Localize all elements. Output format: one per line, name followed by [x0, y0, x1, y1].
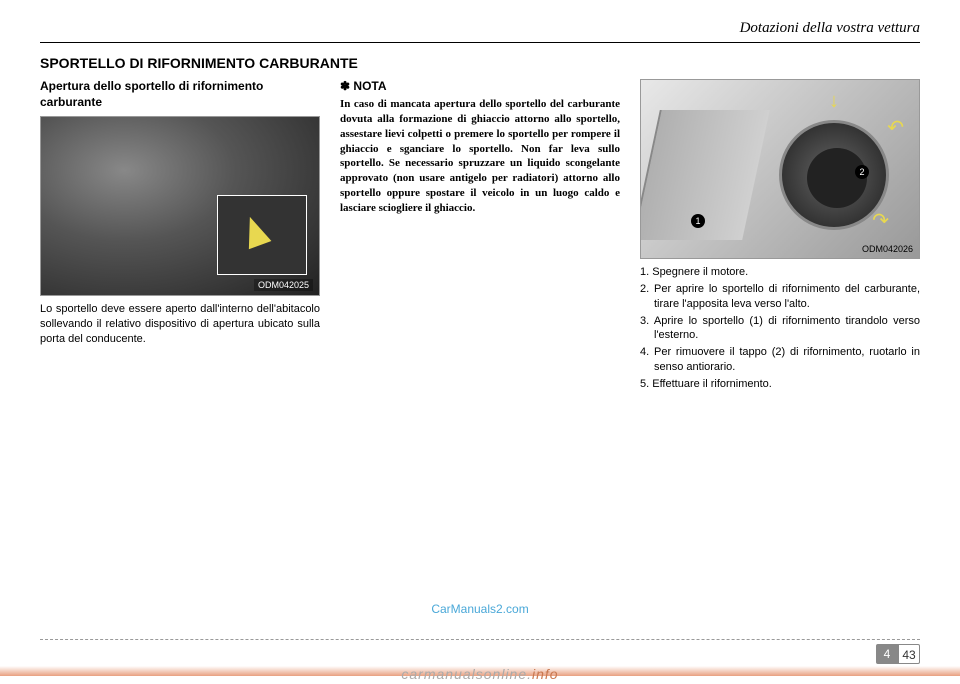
nota-label-text: NOTA	[353, 79, 386, 93]
nota-heading: ✽ NOTA	[340, 79, 620, 93]
figure-2: 1 2 ↓ ↶ ↷ ODM042026	[640, 79, 920, 259]
step-2: 2. Per aprire lo sportello di rifornimen…	[640, 282, 920, 312]
chapter-header: Dotazioni della vostra vettura	[40, 20, 920, 43]
bottom-watermark-info: info	[532, 666, 559, 682]
figure-2-caption: ODM042026	[862, 244, 913, 254]
col1-text: Lo sportello deve essere aperto dall'int…	[40, 302, 320, 347]
column-1: Apertura dello sportello di rifornimento…	[40, 79, 320, 394]
col1-subheading: Apertura dello sportello di rifornimento…	[40, 79, 320, 110]
bottom-watermark: carmanualsonline.info	[0, 666, 960, 676]
step-4: 4. Per rimuovere il tappo (2) di riforni…	[640, 345, 920, 375]
lever-arrow-icon	[239, 213, 272, 249]
arrow-icon: ↷	[872, 208, 889, 233]
page-number-value: 43	[898, 644, 920, 664]
nota-symbol: ✽	[340, 79, 350, 93]
step-5: 5. Effettuare il rifornimento.	[640, 377, 920, 392]
figure-1: ODM042025	[40, 116, 320, 296]
section-title: SPORTELLO DI RIFORNIMENTO CARBURANTE	[40, 55, 920, 71]
arrow-icon: ↶	[887, 115, 904, 140]
arrow-icon: ↓	[829, 90, 839, 113]
watermark: CarManuals2.com	[431, 602, 528, 616]
callout-number-2: 2	[855, 165, 869, 179]
nota-body: In caso di mancata apertura dello sporte…	[340, 97, 620, 216]
page-number: 443	[876, 644, 920, 664]
step-3: 3. Aprire lo sportello (1) di rifornimen…	[640, 314, 920, 344]
column-3: 1 2 ↓ ↶ ↷ ODM042026 1. Spegnere il motor…	[640, 79, 920, 394]
column-2: ✽ NOTA In caso di mancata apertura dello…	[340, 79, 620, 394]
callout-number-1: 1	[691, 214, 705, 228]
bottom-watermark-text: carmanualsonline.	[401, 666, 532, 682]
chapter-number: 4	[876, 644, 898, 664]
step-1: 1. Spegnere il motore.	[640, 265, 920, 280]
footer-divider	[40, 639, 920, 640]
figure-1-caption: ODM042025	[254, 279, 313, 291]
